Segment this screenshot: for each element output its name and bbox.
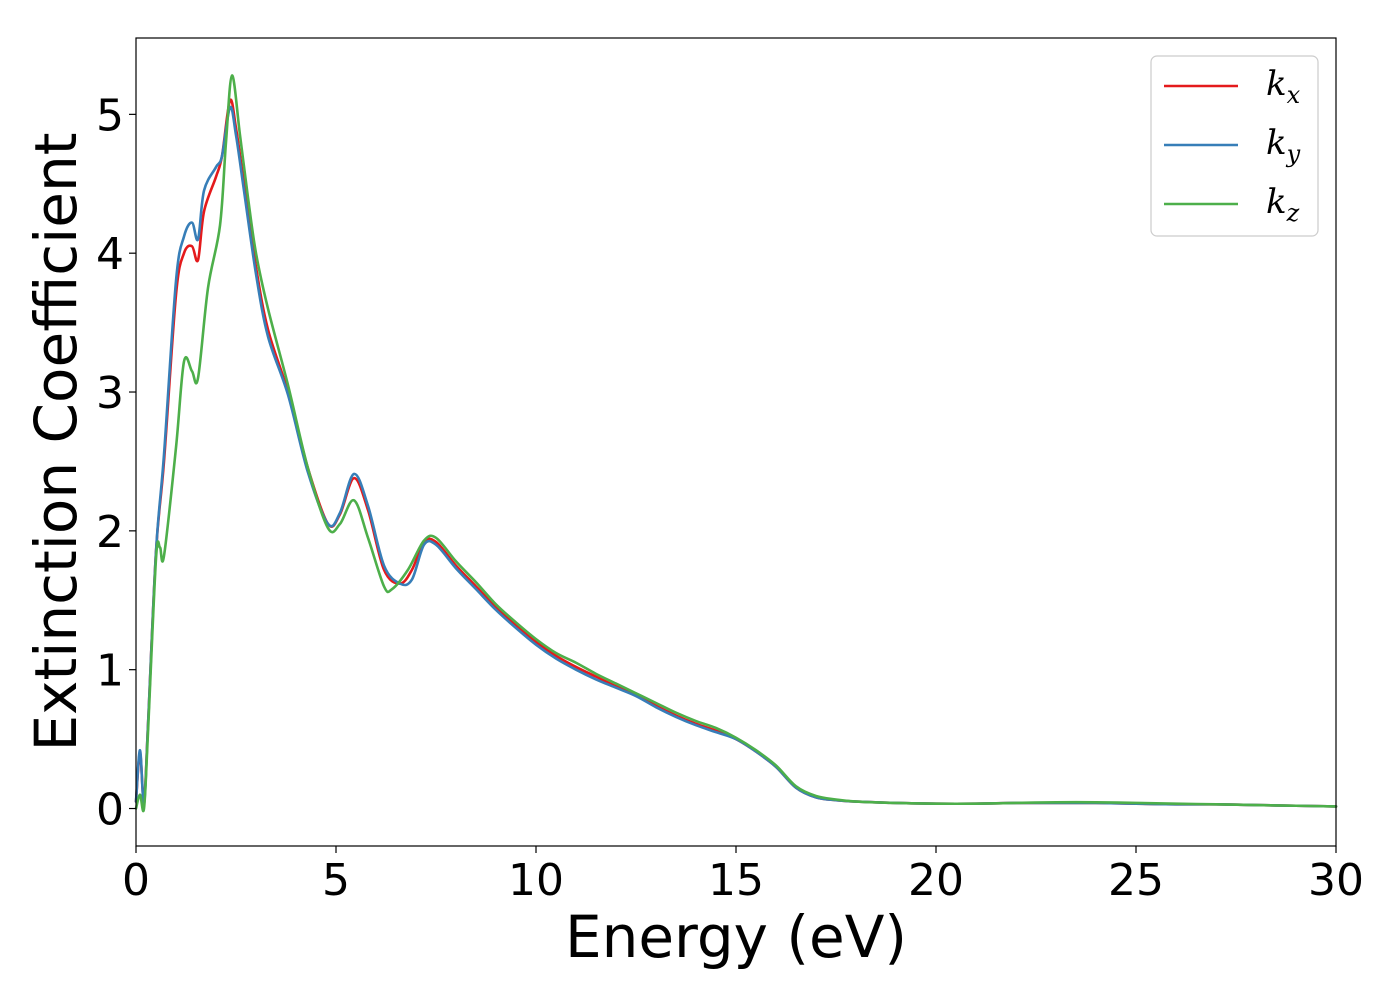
y-tick-label: 1 — [96, 646, 124, 697]
series-line-kz — [134, 74, 1338, 813]
y-tick-label: 5 — [96, 90, 124, 141]
legend: kx ky kz — [1150, 55, 1319, 237]
legend-label-kz: kz — [1266, 182, 1300, 227]
y-axis-label: Extinction Coefficient — [22, 133, 90, 752]
legend-label-kx: kx — [1266, 64, 1301, 109]
x-tick-label: 10 — [508, 855, 564, 906]
x-tick-label: 15 — [708, 855, 764, 906]
x-tick-label: 30 — [1308, 855, 1364, 906]
y-tick-label: 2 — [96, 507, 124, 558]
legend-label-ky: ky — [1266, 123, 1301, 168]
y-tick-label: 3 — [96, 368, 124, 419]
series-layer — [134, 74, 1338, 813]
legend-entries: kx ky kz — [1164, 64, 1301, 227]
y-axis-ticks: 0 1 2 3 4 5 — [96, 90, 136, 836]
x-axis-label: Energy (eV) — [565, 903, 907, 971]
x-tick-label: 5 — [322, 855, 350, 906]
y-tick-label: 0 — [96, 785, 124, 836]
plot-area — [136, 38, 1336, 846]
x-tick-label: 25 — [1108, 855, 1164, 906]
x-tick-label: 0 — [122, 855, 150, 906]
x-tick-label: 20 — [908, 855, 964, 906]
x-axis-ticks: 0 5 10 15 20 25 30 — [122, 846, 1364, 906]
y-tick-label: 4 — [96, 229, 124, 280]
